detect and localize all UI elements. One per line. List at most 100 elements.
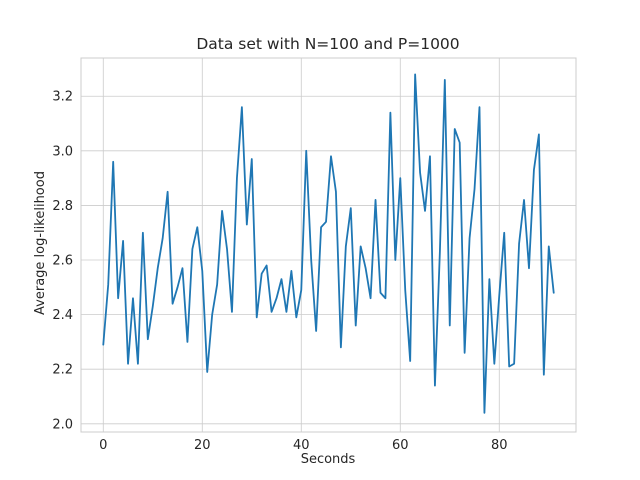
data-point — [543, 374, 545, 376]
data-point — [375, 199, 377, 201]
data-point — [186, 341, 188, 343]
data-point — [271, 311, 273, 313]
data-point — [226, 248, 228, 250]
y-tick-label: 2.8 — [52, 199, 73, 214]
data-point — [429, 155, 431, 157]
data-point — [454, 128, 456, 130]
data-point — [414, 73, 416, 75]
data-point — [310, 259, 312, 261]
data-point — [142, 232, 144, 234]
data-point — [424, 210, 426, 212]
data-point — [167, 191, 169, 193]
data-point — [241, 106, 243, 108]
data-point — [102, 344, 104, 346]
data-point — [379, 292, 381, 294]
data-point — [137, 363, 139, 365]
data-point — [276, 297, 278, 299]
data-point — [528, 267, 530, 269]
data-point — [469, 237, 471, 239]
data-point — [508, 365, 510, 367]
data-point — [300, 289, 302, 291]
x-tick-label: 0 — [99, 438, 107, 453]
data-point — [172, 303, 174, 305]
data-point — [340, 346, 342, 348]
data-point — [360, 245, 362, 247]
data-point — [384, 297, 386, 299]
data-point — [434, 385, 436, 387]
data-point — [350, 207, 352, 209]
data-point — [365, 267, 367, 269]
data-point — [483, 412, 485, 414]
data-point — [459, 142, 461, 144]
data-point — [399, 177, 401, 179]
data-point — [162, 237, 164, 239]
data-point — [132, 297, 134, 299]
data-point — [117, 297, 119, 299]
data-point — [370, 297, 372, 299]
data-point — [498, 295, 500, 297]
data-point — [261, 273, 263, 275]
data-point — [122, 240, 124, 242]
data-point — [553, 292, 555, 294]
data-point — [449, 325, 451, 327]
data-point — [211, 314, 213, 316]
data-point — [177, 286, 179, 288]
data-point — [345, 245, 347, 247]
data-point — [112, 161, 114, 163]
data-point — [513, 363, 515, 365]
x-tick-label: 40 — [293, 438, 310, 453]
data-point — [127, 363, 129, 365]
data-point — [538, 133, 540, 135]
data-point — [305, 150, 307, 152]
x-axis-label: Seconds — [301, 452, 356, 467]
x-tick-label: 80 — [491, 438, 508, 453]
data-point — [394, 259, 396, 261]
data-point — [464, 352, 466, 354]
data-point — [325, 221, 327, 223]
data-point — [488, 278, 490, 280]
series-line — [102, 73, 555, 414]
data-point — [231, 311, 233, 313]
data-point — [285, 311, 287, 313]
data-point — [246, 224, 248, 226]
data-point — [157, 267, 159, 269]
data-point — [147, 338, 149, 340]
data-point — [493, 363, 495, 365]
data-point — [206, 371, 208, 373]
data-point — [419, 172, 421, 174]
data-point — [216, 284, 218, 286]
data-point — [439, 251, 441, 253]
data-point — [409, 360, 411, 362]
data-point — [389, 112, 391, 114]
data-point — [107, 284, 109, 286]
data-point — [355, 325, 357, 327]
plot-frame — [80, 57, 577, 433]
data-point — [251, 158, 253, 160]
data-point — [191, 248, 193, 250]
data-point — [404, 289, 406, 291]
data-point — [280, 278, 282, 280]
data-point — [315, 330, 317, 332]
grid — [81, 58, 576, 432]
data-point — [221, 210, 223, 212]
x-tick-label: 20 — [194, 438, 211, 453]
y-tick-label: 3.0 — [52, 144, 73, 159]
y-tick-label: 2.0 — [52, 417, 73, 432]
chart-title: Data set with N=100 and P=1000 — [196, 35, 459, 53]
data-point — [518, 243, 520, 245]
y-axis-label: Average log-likelihood — [33, 171, 48, 315]
y-tick-label: 2.6 — [52, 254, 73, 269]
data-point — [256, 316, 258, 318]
data-point — [548, 245, 550, 247]
data-point — [201, 270, 203, 272]
data-point — [478, 106, 480, 108]
data-point — [444, 79, 446, 81]
data-point — [335, 191, 337, 193]
data-point — [196, 226, 198, 228]
x-tick-label: 60 — [392, 438, 409, 453]
data-point — [266, 264, 268, 266]
data-point — [523, 199, 525, 201]
data-point — [503, 232, 505, 234]
data-point — [533, 169, 535, 171]
